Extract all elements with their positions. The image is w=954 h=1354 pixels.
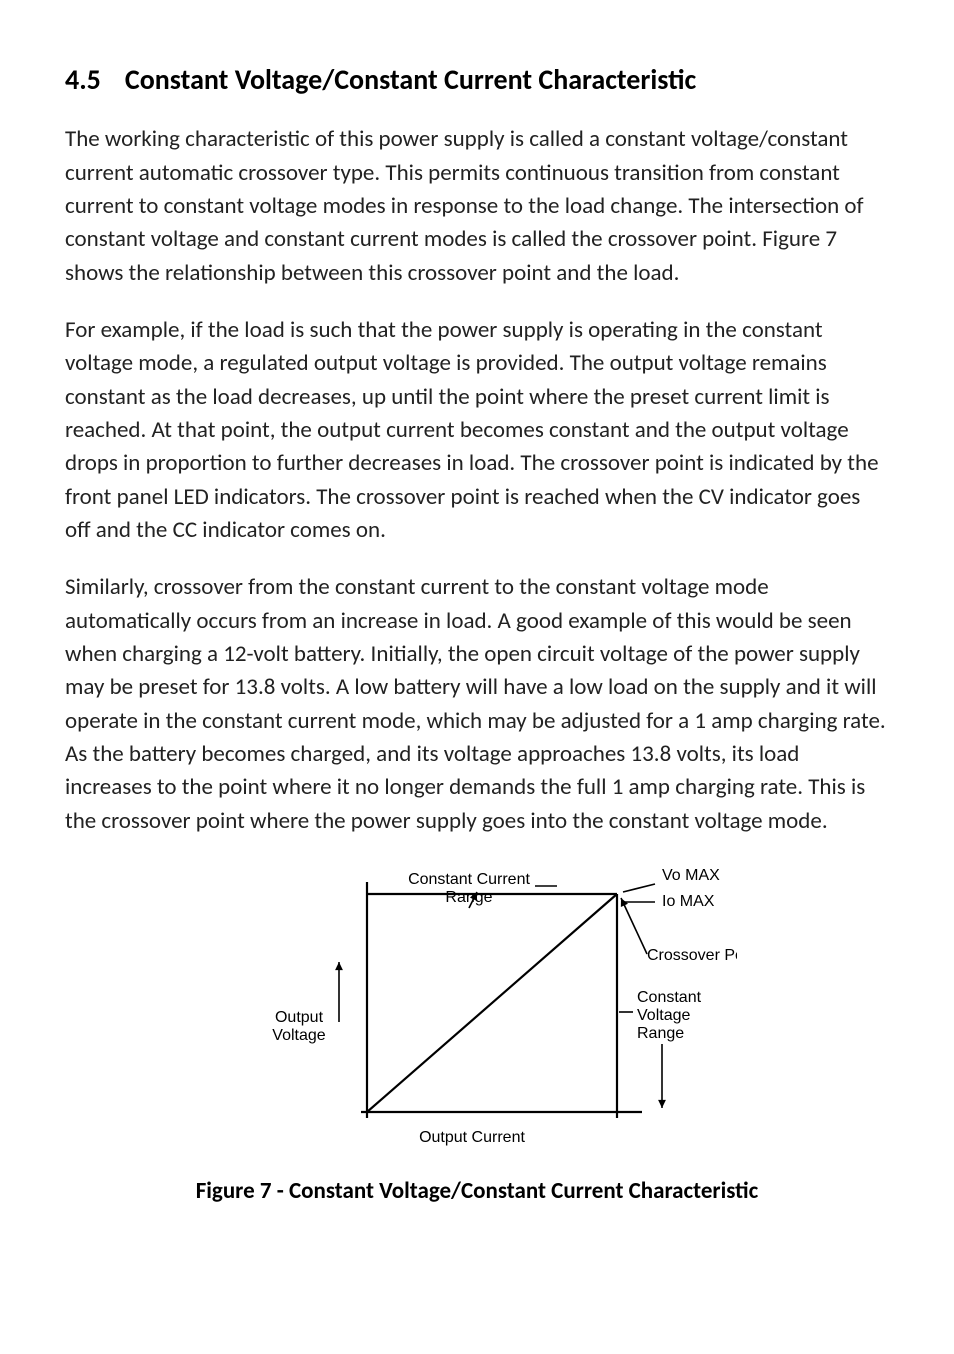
svg-text:Vo MAX: Vo MAX — [662, 867, 720, 884]
body-paragraph-3: Similarly, crossover from the constant c… — [65, 571, 889, 838]
figure-7-svg: OutputVoltageOutput CurrentConstant Curr… — [217, 862, 737, 1162]
svg-text:Constant: Constant — [637, 989, 702, 1006]
svg-text:Constant Current: Constant Current — [408, 871, 530, 888]
section-title: Constant Voltage/Constant Current Charac… — [125, 62, 696, 97]
svg-text:Voltage: Voltage — [272, 1027, 325, 1044]
section-number: 4.5 — [65, 60, 101, 99]
body-paragraph-1: The working characteristic of this power… — [65, 123, 889, 290]
body-paragraph-2: For example, if the load is such that th… — [65, 314, 889, 547]
svg-text:Output: Output — [275, 1009, 324, 1026]
svg-text:Io MAX: Io MAX — [662, 893, 715, 910]
figure-7-caption: Figure 7 - Constant Voltage/Constant Cur… — [65, 1175, 889, 1207]
svg-text:Range: Range — [445, 889, 492, 906]
svg-text:Output Current: Output Current — [419, 1129, 525, 1146]
section-heading: 4.5 Constant Voltage/Constant Current Cha… — [65, 60, 889, 99]
svg-text:Voltage: Voltage — [637, 1007, 690, 1024]
figure-7: OutputVoltageOutput CurrentConstant Curr… — [65, 862, 889, 1208]
svg-text:Crossover Point: Crossover Point — [647, 947, 737, 964]
svg-text:Range: Range — [637, 1025, 684, 1042]
